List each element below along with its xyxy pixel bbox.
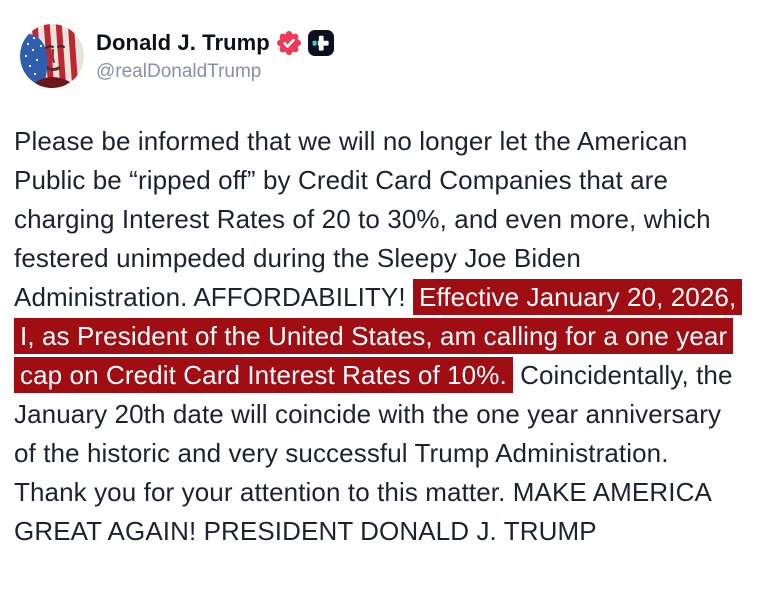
post-header: Donald J. Trump — [0, 0, 761, 88]
post-text-segment: Please be informed that we will no longe… — [14, 126, 711, 312]
post-text-segment: Coincidentally, the January 20th date wi… — [14, 360, 733, 546]
user-identity: Donald J. Trump — [96, 24, 334, 88]
avatar[interactable] — [20, 24, 84, 88]
avatar-image — [20, 24, 84, 88]
truth-plus-badge-icon — [307, 29, 334, 56]
name-row: Donald J. Trump — [96, 29, 334, 56]
display-name[interactable]: Donald J. Trump — [96, 29, 270, 55]
user-handle[interactable]: @realDonaldTrump — [96, 60, 262, 82]
verified-badge-icon — [276, 30, 301, 55]
post-text: Please be informed that we will no longe… — [0, 122, 761, 551]
